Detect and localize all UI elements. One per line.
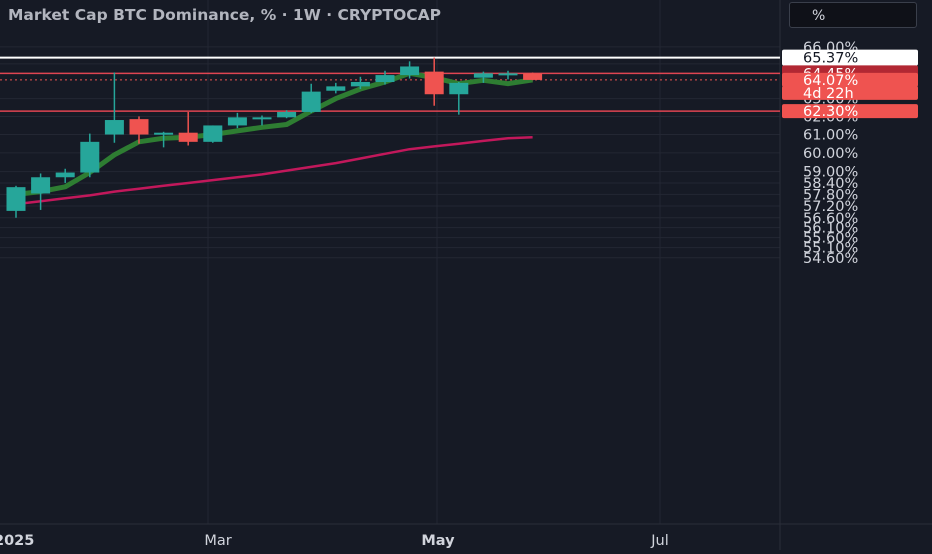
grid-lines — [0, 0, 780, 524]
candle-body — [252, 117, 272, 120]
candle-body — [203, 125, 223, 142]
candle-body — [375, 75, 395, 83]
y-tick-label: 57.80% — [803, 187, 858, 203]
y-tick-label: 58.40% — [803, 176, 858, 192]
candle-body — [6, 187, 26, 211]
candle-body — [227, 117, 247, 126]
ema-slow-line — [15, 136, 533, 206]
price-label-box — [782, 104, 918, 119]
candle-body — [154, 132, 174, 135]
y-tick-label: 60.00% — [803, 146, 858, 162]
candle-body — [55, 172, 75, 178]
price-label-text: 64.07% — [803, 73, 858, 89]
y-tick-label: 54.60% — [803, 251, 858, 267]
y-tick-label: 55.10% — [803, 241, 858, 257]
candle-body — [400, 66, 420, 76]
candle-body — [449, 82, 469, 95]
y-tick-label: 56.60% — [803, 211, 858, 227]
y-tick-label: 57.20% — [803, 199, 858, 215]
price-label-text: 65.37% — [803, 51, 858, 67]
x-axis: 2025 Mar May Jul — [0, 533, 669, 549]
candle-body — [424, 71, 444, 95]
x-tick-label: 2025 — [0, 533, 34, 549]
x-tick-label: Jul — [650, 533, 669, 549]
y-tick-label: 61.00% — [803, 128, 858, 144]
y-tick-label: 56.10% — [803, 221, 858, 237]
y-tick-label: 59.00% — [803, 165, 858, 181]
candle-body — [31, 177, 51, 194]
candle-body — [473, 73, 493, 78]
candle-body — [301, 91, 321, 112]
price-label-box — [782, 85, 918, 100]
chart-title: Market Cap BTC Dominance, % · 1W · CRYPT… — [8, 6, 441, 24]
price-label-text: 62.30% — [803, 104, 858, 120]
horizontal-levels — [0, 56, 780, 112]
price-label-text: 4d 22h — [803, 86, 854, 102]
y-tick-label: 55.60% — [803, 231, 858, 247]
candle-body — [498, 73, 518, 76]
candle-body — [80, 141, 100, 173]
candle-body — [523, 73, 543, 80]
candles — [6, 57, 543, 218]
x-tick-label: May — [421, 533, 455, 549]
candle-body — [129, 119, 149, 135]
price-label-box — [782, 72, 918, 87]
ema-fast-line — [15, 70, 533, 197]
candle-body — [178, 132, 198, 142]
x-tick-label: Mar — [204, 533, 231, 549]
candle-body — [277, 111, 297, 118]
candle-body — [104, 120, 124, 135]
candle-body — [350, 82, 370, 87]
percent-scale-button[interactable]: % — [789, 2, 917, 28]
candle-body — [326, 86, 346, 91]
price-label-box — [782, 49, 918, 66]
